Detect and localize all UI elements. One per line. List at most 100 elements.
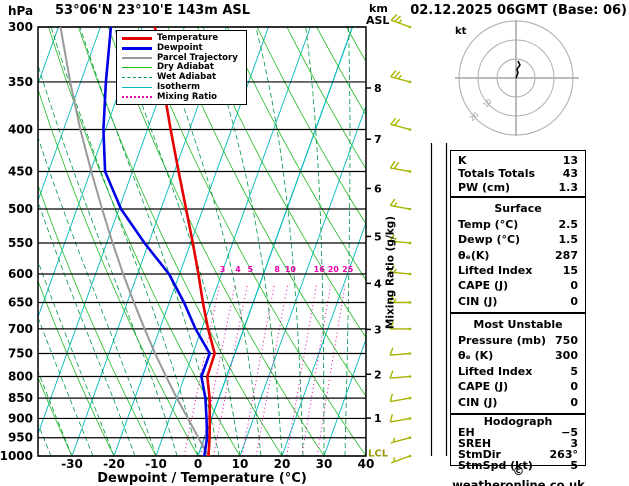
- stat-row: Pressure (mb) 750: [451, 335, 585, 346]
- mixing-ratio-value: 20: [328, 265, 340, 274]
- km-tick-label: 8: [374, 82, 382, 95]
- wind-barb-feather: [394, 118, 401, 126]
- wind-barb-half-feather: [393, 268, 397, 273]
- stat-value: 287: [555, 248, 578, 262]
- legend-item-label: Dewpoint: [157, 42, 203, 53]
- legend-item: Dewpoint: [122, 44, 241, 53]
- stat-label: Dewp (°C): [458, 233, 521, 247]
- plot-frame: [37, 26, 367, 457]
- wind-barb-feather: [394, 71, 401, 79]
- pressure-tick-label: 950: [8, 431, 33, 445]
- wind-barb-station-dot: [408, 170, 412, 173]
- temp-tick-label: 10: [232, 457, 249, 471]
- legend-item: Wet Adiabat: [122, 73, 241, 82]
- isotherm-line: [155, 27, 311, 456]
- wind-barb-station-dot: [408, 352, 412, 355]
- mixing-ratio-axis-label: Mixing Ratio (g/kg): [384, 215, 397, 330]
- stat-row: PW (cm) 1.3: [451, 182, 585, 193]
- stat-row: Totals Totals 43: [451, 168, 585, 179]
- wind-barb: [390, 352, 411, 356]
- km-tick-label: 3: [374, 323, 382, 336]
- hodograph-unit-label: kt: [455, 26, 467, 37]
- pressure-tick-label: 750: [8, 346, 33, 360]
- hodograph-ring-label: 20: [468, 111, 480, 123]
- legend-item: Dry Adiabat: [122, 63, 241, 72]
- stat-row: Lifted Index 15: [451, 265, 585, 276]
- dewpoint-line: [102, 27, 211, 456]
- x-axis-label: Dewpoint / Temperature (°C): [97, 471, 307, 486]
- stat-label: CIN (J): [458, 294, 498, 308]
- mixing-ratio-line: [213, 285, 248, 456]
- legend-line-sample: [122, 95, 152, 98]
- pressure-tick-label: 700: [8, 322, 33, 336]
- stat-value: 0: [570, 279, 578, 293]
- temp-tick-label: -20: [103, 457, 125, 471]
- stats-box-title: Hodograph: [483, 415, 553, 428]
- datetime-title: 02.12.2025 06GMT (Base: 06): [410, 3, 627, 18]
- legend-item-label: Wet Adiabat: [157, 72, 217, 82]
- isotherm-line: [239, 104, 366, 456]
- stat-value: 3: [570, 437, 578, 450]
- wind-barb-feather: [390, 70, 397, 78]
- dry-adiabat-line: [256, 27, 366, 225]
- wind-barb-station-dot: [408, 80, 412, 84]
- wind-barb-feather: [389, 414, 394, 423]
- stat-value: 0: [570, 395, 578, 409]
- stat-row: θₑ(K) 287: [451, 250, 585, 261]
- wind-barb-feather: [389, 233, 395, 242]
- wind-barb-station-dot: [408, 207, 412, 211]
- stat-value: 750: [555, 333, 578, 347]
- mixing-ratio-line: [183, 285, 220, 456]
- isotherm-line: [281, 221, 366, 456]
- wind-barb-half-feather: [393, 298, 397, 303]
- hodograph-ring-label: 10: [482, 97, 494, 109]
- stat-value: 300: [555, 349, 578, 363]
- stat-label: PW (cm): [458, 180, 511, 194]
- pressure-tick-label: 850: [8, 391, 33, 405]
- wind-barb-feather: [389, 321, 395, 330]
- legend-line-sample: [122, 36, 152, 40]
- lcl-label: LCL: [368, 448, 389, 459]
- wind-barb-station-dot: [408, 375, 412, 378]
- dry-adiabat-line: [585, 27, 629, 456]
- hodograph-range-ring: [477, 39, 555, 117]
- wind-barb-station-dot: [408, 301, 412, 304]
- stat-row: Lifted Index 5: [451, 366, 585, 377]
- stat-value: 1.5: [558, 233, 579, 247]
- stat-label: Lifted Index: [458, 263, 533, 277]
- wind-barb-feather: [394, 15, 402, 23]
- legend-item-label: Temperature: [157, 33, 219, 43]
- pressure-tick-label: 350: [8, 75, 33, 89]
- altitude-axis-unit-asl: ASL: [366, 14, 390, 27]
- stat-label: θₑ(K): [458, 248, 490, 262]
- footer-credit: © weatheronline.co.uk: [452, 464, 585, 486]
- wind-barb-feather: [389, 370, 394, 379]
- wind-barb: [390, 271, 411, 275]
- wind-barb-half-feather: [392, 437, 396, 443]
- legend-item-label: Parcel Trajectory: [157, 52, 238, 63]
- dry-adiabat-line: [38, 376, 73, 456]
- wind-barb-feather: [389, 347, 394, 356]
- wind-barb-feather: [390, 14, 398, 21]
- isotherm-line: [323, 338, 366, 456]
- km-tick-label: 7: [374, 133, 382, 146]
- isotherm-line: [197, 27, 354, 456]
- temp-tick-label: 30: [316, 457, 333, 471]
- stat-label: Temp (°C): [458, 217, 519, 231]
- wind-barb-half-feather: [398, 19, 403, 24]
- legend-item: Parcel Trajectory: [122, 52, 241, 63]
- km-tick-label: 4: [374, 277, 382, 290]
- temp-tick-labels: -30 -20 -10 0 10 20 30 40: [61, 457, 374, 471]
- legend-line-sample: [122, 46, 152, 50]
- wind-barb-feather: [389, 161, 396, 169]
- legend: Temperature Dewpoint Parcel Trajectory Dry …: [116, 30, 247, 105]
- pressure-labels: 300 350 400 450 500 550 600 650 700 750 800 850 900 9…: [0, 20, 33, 463]
- mixing-ratio-labels: 3 4 5 8 10 16 20 25: [220, 265, 354, 274]
- mixing-ratio-value: 10: [285, 265, 297, 274]
- wind-barb-feather: [393, 161, 400, 170]
- wind-barb-station-dot: [408, 25, 412, 29]
- wind-barb-station-dot: [408, 417, 412, 420]
- stat-row: CAPE (J) 0: [451, 381, 585, 392]
- stat-value: 1.3: [558, 180, 579, 194]
